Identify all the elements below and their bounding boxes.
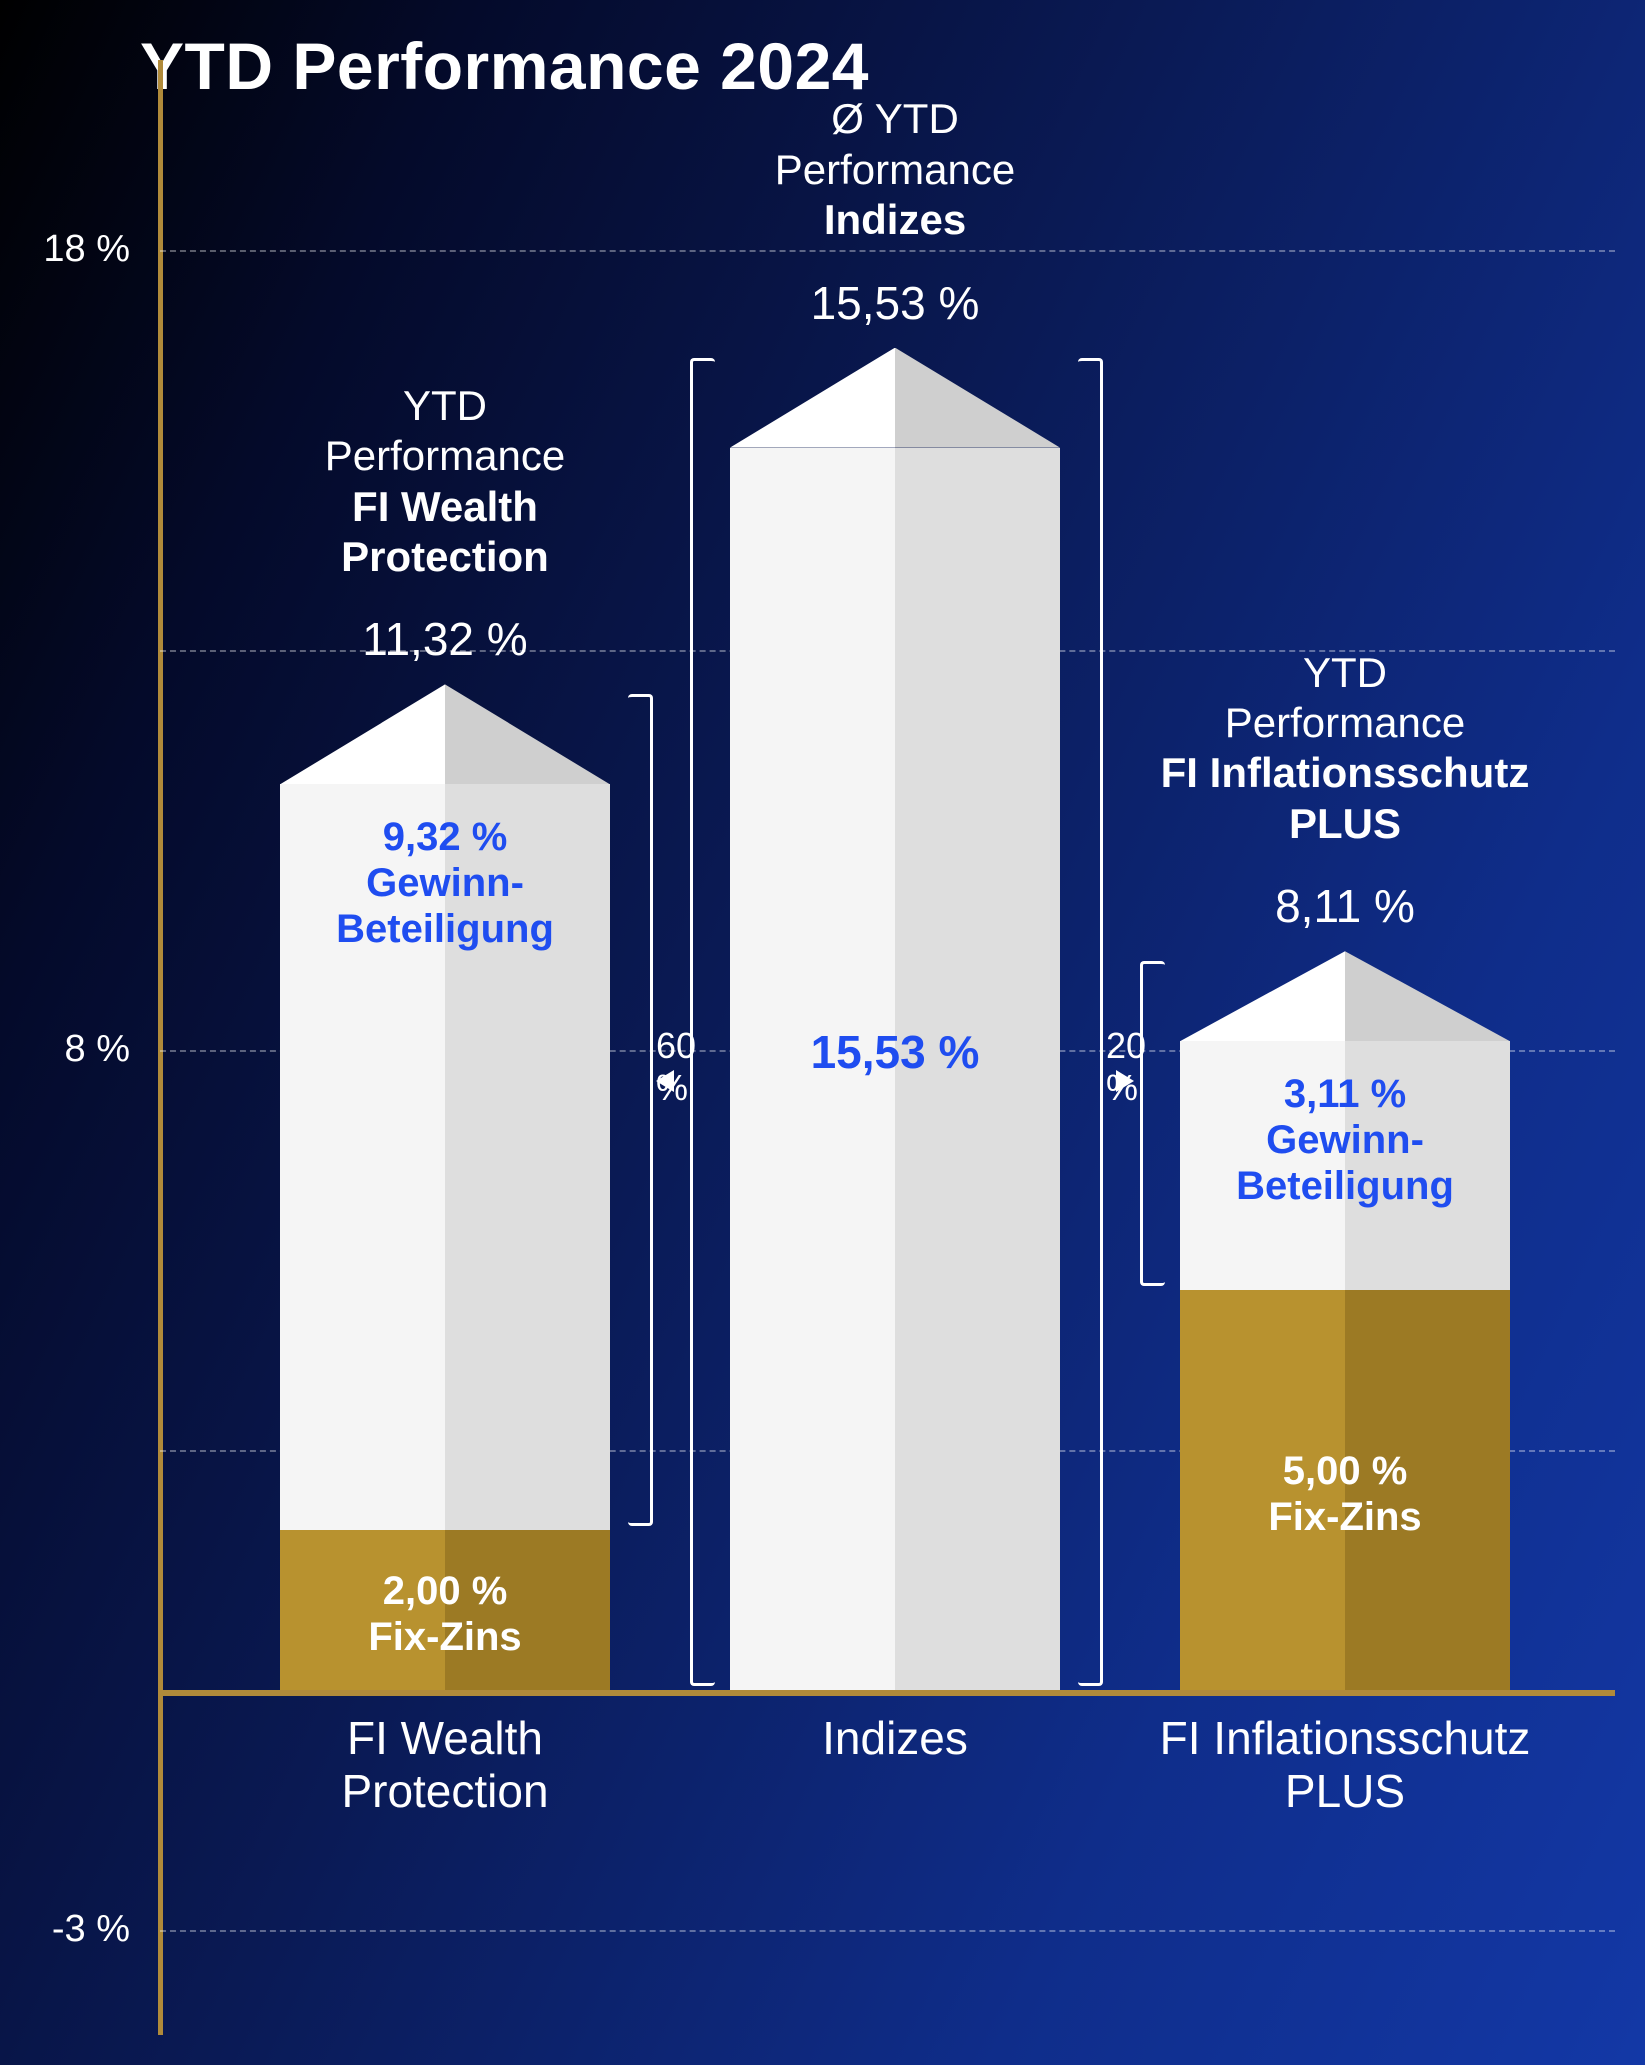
bracket-mid-left [690, 358, 715, 1686]
y-tick-label: -3 % [0, 1908, 130, 1951]
arrow-label: 60 % [656, 1025, 684, 1109]
bar-roof [730, 348, 1060, 448]
gewinn-label: 3,11 %Gewinn-Beteiligung [1180, 1071, 1510, 1209]
fix-label: 5,00 %Fix-Zins [1180, 1448, 1510, 1540]
bar-top-value: 11,32 % [260, 612, 630, 666]
bar-inflation: 5,00 %Fix-Zins 3,11 %Gewinn-Beteiligung [1180, 1041, 1510, 1690]
bar-roof-right [1345, 951, 1510, 1041]
bar-top-value: 15,53 % [710, 276, 1080, 330]
gridline [160, 250, 1615, 252]
y-tick-label: 8 % [0, 1028, 130, 1071]
gewinn-label: 9,32 %Gewinn-Beteiligung [280, 814, 610, 952]
gridline [160, 1930, 1615, 1932]
x-label: Indizes [650, 1712, 1140, 1765]
bar-top-value: 8,11 % [1160, 879, 1530, 933]
bar-roof-right [445, 684, 610, 784]
bar-wealth: 2,00 %Fix-Zins 9,32 %Gewinn-Beteiligung [280, 784, 610, 1690]
bar-roof [280, 684, 610, 784]
x-label: FI WealthProtection [200, 1712, 690, 1818]
bar-roof-left [280, 684, 445, 784]
bar-roof [1180, 951, 1510, 1041]
bar-header: Ø YTDPerformanceIndizes [670, 94, 1120, 245]
bar-roof-left [730, 348, 895, 448]
bracket-mid-right [1078, 358, 1103, 1686]
chart-title: YTD Performance 2024 [140, 28, 869, 104]
x-label: FI InflationsschutzPLUS [1100, 1712, 1590, 1818]
bar-center-value: 15,53 % [730, 1025, 1060, 1079]
bar-indizes: 15,53 % [730, 448, 1060, 1690]
arrow-label: 20 % [1106, 1025, 1134, 1109]
bar-header: YTDPerformanceFI WealthProtection [220, 381, 670, 583]
bar-roof-left [1180, 951, 1345, 1041]
y-tick-label: 18 % [0, 228, 130, 271]
bar-header: YTDPerformanceFI InflationsschutzPLUS [1120, 648, 1570, 850]
fix-label: 2,00 %Fix-Zins [280, 1568, 610, 1660]
bracket-wealth-right [628, 694, 653, 1526]
bracket-inflation-left [1140, 961, 1165, 1286]
bar-roof-right [895, 348, 1060, 448]
